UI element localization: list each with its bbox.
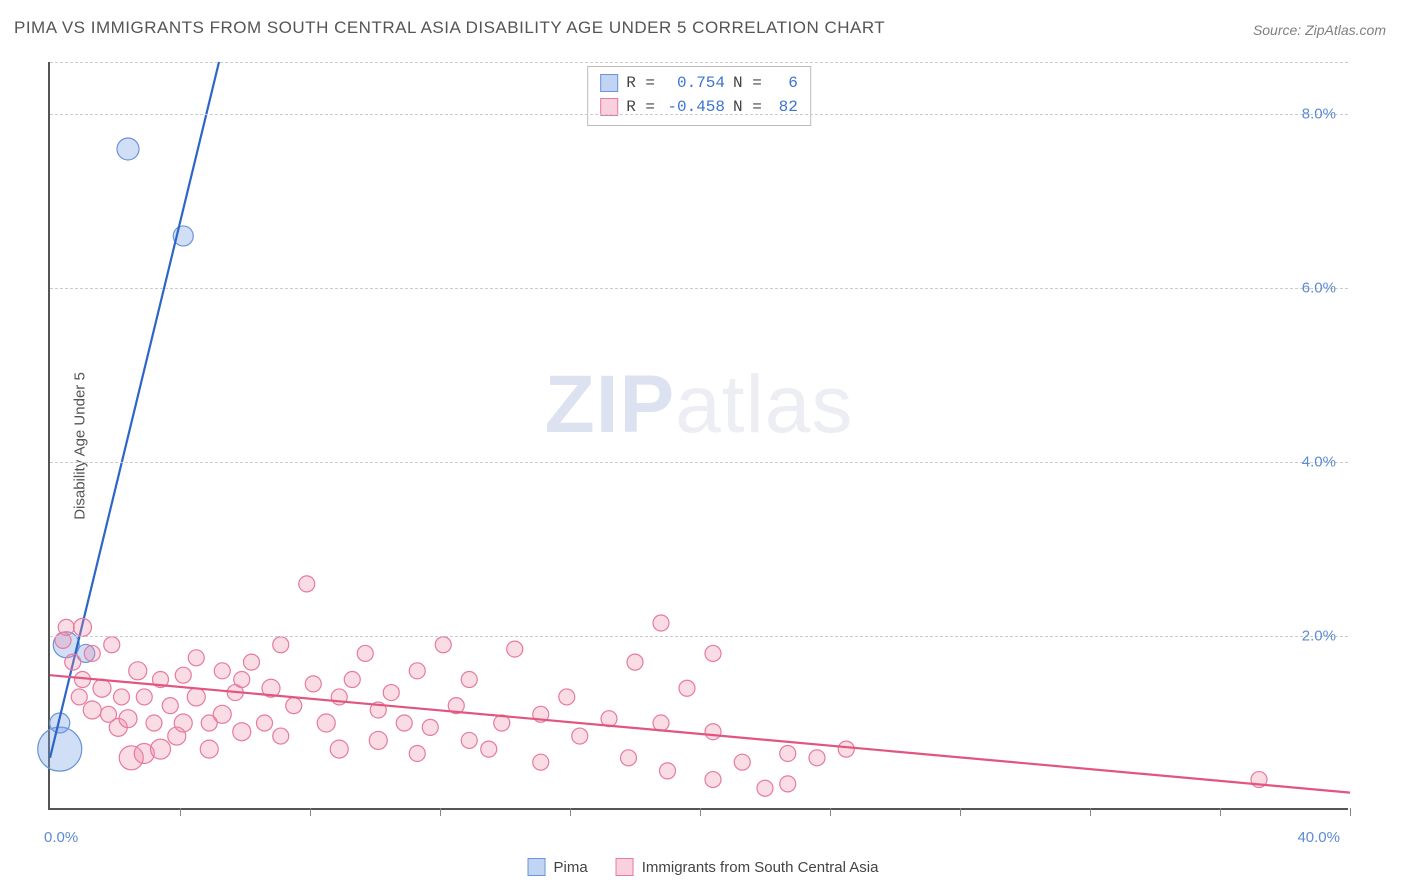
data-point: [344, 672, 360, 688]
data-point: [507, 641, 523, 657]
swatch-blue-icon: [528, 858, 546, 876]
data-point: [213, 705, 231, 723]
chart-canvas: [50, 62, 1348, 808]
data-point: [233, 723, 251, 741]
x-tick: [960, 808, 961, 816]
x-tick-max: 40.0%: [1297, 829, 1340, 846]
plot-area: ZIPatlas R = 0.754 N = 6 R = -0.458 N = …: [48, 62, 1348, 810]
x-tick: [1220, 808, 1221, 816]
data-point: [409, 745, 425, 761]
data-point: [162, 698, 178, 714]
data-point: [174, 714, 192, 732]
swatch-pink-icon: [616, 858, 634, 876]
data-point: [175, 667, 191, 683]
data-point: [357, 645, 373, 661]
legend-item-immigrants: Immigrants from South Central Asia: [616, 858, 879, 876]
data-point: [481, 741, 497, 757]
data-point: [188, 650, 204, 666]
data-point: [396, 715, 412, 731]
data-point: [200, 740, 218, 758]
data-point: [299, 576, 315, 592]
x-tick: [830, 808, 831, 816]
data-point: [679, 680, 695, 696]
data-point: [273, 637, 289, 653]
data-point: [83, 701, 101, 719]
data-point: [214, 663, 230, 679]
data-point: [705, 772, 721, 788]
y-tick-label: 4.0%: [1302, 454, 1336, 471]
data-point: [93, 679, 111, 697]
data-point: [734, 754, 750, 770]
data-point: [119, 710, 137, 728]
data-point: [705, 645, 721, 661]
x-tick: [700, 808, 701, 816]
y-tick-label: 8.0%: [1302, 106, 1336, 123]
data-point: [559, 689, 575, 705]
y-tick-label: 2.0%: [1302, 628, 1336, 645]
data-point: [136, 689, 152, 705]
data-point: [187, 688, 205, 706]
data-point: [621, 750, 637, 766]
data-point: [104, 637, 120, 653]
data-point: [653, 615, 669, 631]
x-tick: [310, 808, 311, 816]
data-point: [653, 715, 669, 731]
data-point: [533, 754, 549, 770]
data-point: [146, 715, 162, 731]
data-point: [757, 780, 773, 796]
data-point: [58, 619, 74, 635]
data-point: [660, 763, 676, 779]
data-point: [74, 618, 92, 636]
data-point: [435, 637, 451, 653]
data-point: [71, 689, 87, 705]
data-point: [84, 645, 100, 661]
x-tick: [440, 808, 441, 816]
source-attribution: Source: ZipAtlas.com: [1253, 22, 1386, 38]
legend-item-pima: Pima: [528, 858, 588, 876]
data-point: [838, 741, 854, 757]
data-point: [273, 728, 289, 744]
y-tick-label: 6.0%: [1302, 280, 1336, 297]
series-legend: Pima Immigrants from South Central Asia: [528, 858, 879, 876]
gridline-h: [50, 62, 1348, 63]
gridline-h: [50, 114, 1348, 115]
gridline-h: [50, 462, 1348, 463]
data-point: [151, 739, 171, 759]
data-point: [286, 698, 302, 714]
data-point: [383, 685, 399, 701]
data-point: [114, 689, 130, 705]
data-point: [461, 732, 477, 748]
data-point: [780, 776, 796, 792]
data-point: [780, 745, 796, 761]
data-point: [809, 750, 825, 766]
gridline-h: [50, 636, 1348, 637]
data-point: [369, 731, 387, 749]
data-point: [257, 715, 273, 731]
data-point: [38, 727, 82, 771]
data-point: [305, 676, 321, 692]
x-tick-0: 0.0%: [44, 829, 78, 846]
data-point: [317, 714, 335, 732]
x-tick: [1090, 808, 1091, 816]
gridline-h: [50, 288, 1348, 289]
data-point: [705, 724, 721, 740]
data-point: [234, 672, 250, 688]
data-point: [409, 663, 425, 679]
data-point: [461, 672, 477, 688]
data-point: [244, 654, 260, 670]
data-point: [330, 740, 348, 758]
x-tick: [1350, 808, 1351, 816]
x-tick: [180, 808, 181, 816]
data-point: [422, 719, 438, 735]
x-tick: [570, 808, 571, 816]
data-point: [129, 662, 147, 680]
chart-title: PIMA VS IMMIGRANTS FROM SOUTH CENTRAL AS…: [14, 18, 885, 38]
data-point: [572, 728, 588, 744]
data-point: [117, 138, 139, 160]
data-point: [627, 654, 643, 670]
data-point: [65, 654, 81, 670]
